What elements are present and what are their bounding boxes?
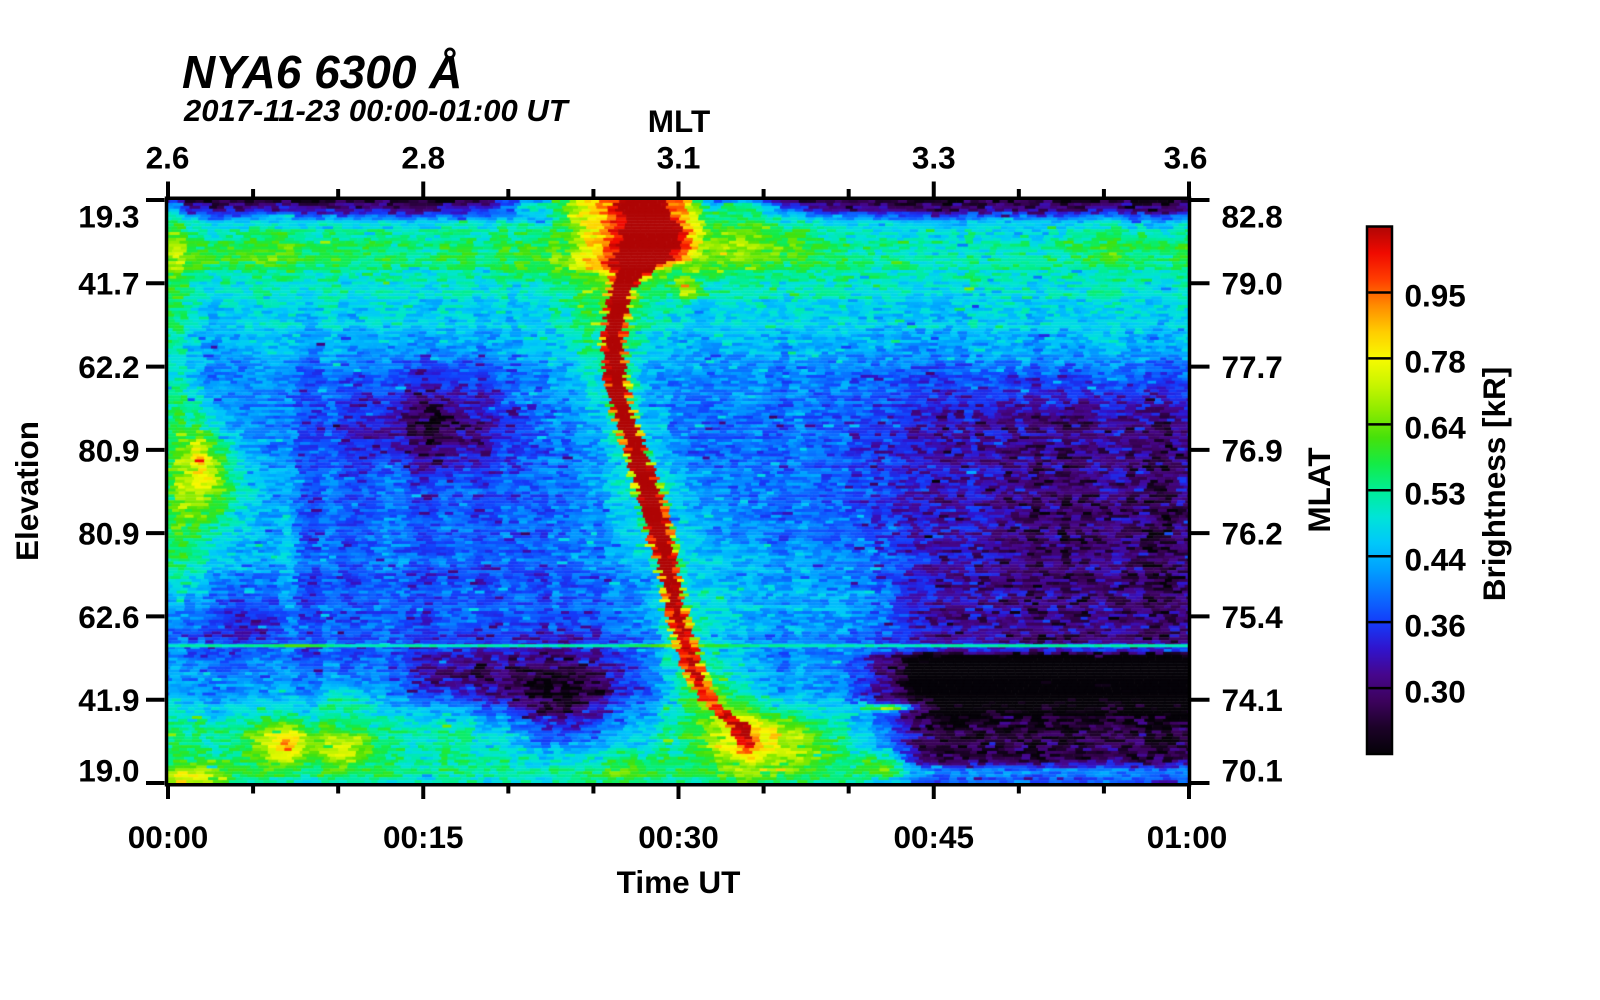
svg-text:80.9: 80.9 <box>78 432 139 468</box>
svg-text:19.3: 19.3 <box>78 198 139 234</box>
svg-text:2017-11-23 00:00-01:00 UT: 2017-11-23 00:00-01:00 UT <box>183 93 571 128</box>
svg-text:00:30: 00:30 <box>638 819 719 855</box>
svg-text:76.2: 76.2 <box>1222 516 1283 552</box>
svg-text:77.7: 77.7 <box>1222 349 1283 385</box>
svg-text:0.95: 0.95 <box>1405 278 1466 314</box>
svg-text:Brightness [kR]: Brightness [kR] <box>1476 367 1512 602</box>
svg-text:NYA6 6300 Å: NYA6 6300 Å <box>182 46 462 98</box>
svg-text:74.1: 74.1 <box>1222 682 1283 718</box>
svg-text:82.8: 82.8 <box>1222 198 1283 234</box>
svg-text:3.6: 3.6 <box>1164 140 1208 176</box>
svg-text:Time UT: Time UT <box>617 864 741 900</box>
svg-text:62.2: 62.2 <box>78 349 139 385</box>
svg-text:0.78: 0.78 <box>1405 344 1466 380</box>
svg-text:76.9: 76.9 <box>1222 432 1283 468</box>
svg-text:0.44: 0.44 <box>1405 541 1467 577</box>
svg-text:80.9: 80.9 <box>78 516 139 552</box>
svg-text:62.6: 62.6 <box>78 599 139 635</box>
svg-text:2.6: 2.6 <box>146 140 190 176</box>
svg-text:3.3: 3.3 <box>912 140 956 176</box>
svg-text:41.9: 41.9 <box>78 682 139 718</box>
svg-text:Elevation: Elevation <box>9 421 45 561</box>
svg-text:0.64: 0.64 <box>1405 410 1467 446</box>
svg-text:MLAT: MLAT <box>1301 447 1337 532</box>
svg-text:MLT: MLT <box>648 103 710 139</box>
svg-text:41.7: 41.7 <box>78 266 139 302</box>
svg-text:70.1: 70.1 <box>1222 752 1283 788</box>
svg-text:0.30: 0.30 <box>1405 673 1466 709</box>
svg-text:00:15: 00:15 <box>383 819 464 855</box>
svg-text:0.36: 0.36 <box>1405 607 1466 643</box>
svg-text:00:45: 00:45 <box>893 819 974 855</box>
svg-text:75.4: 75.4 <box>1222 599 1284 635</box>
svg-text:3.1: 3.1 <box>657 140 701 176</box>
svg-text:0.53: 0.53 <box>1405 475 1466 511</box>
svg-text:2.8: 2.8 <box>401 140 445 176</box>
svg-text:00:00: 00:00 <box>128 819 209 855</box>
svg-text:19.0: 19.0 <box>78 752 139 788</box>
svg-text:01:00: 01:00 <box>1147 819 1228 855</box>
svg-text:79.0: 79.0 <box>1222 266 1283 302</box>
